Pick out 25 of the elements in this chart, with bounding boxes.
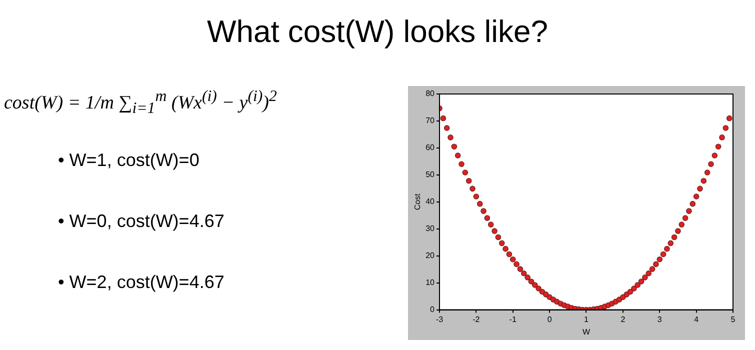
x-tick-label: -2 — [472, 314, 480, 324]
y-tick-label: 0 — [430, 305, 436, 314]
y-tick-label: 10 — [426, 278, 436, 288]
y-tick-label: 80 — [426, 89, 436, 98]
chart-title: What cost(W) looks like? — [206, 14, 550, 50]
y-tick-label: 60 — [426, 143, 436, 152]
y-tick-label: 50 — [426, 170, 436, 180]
y-tick-label: 20 — [426, 251, 436, 260]
x-tick-label: 0 — [547, 314, 552, 324]
text: • W=1, cost(W)=0 — [58, 150, 200, 171]
x-tick-label: 4 — [694, 314, 700, 324]
y-tick-label: 40 — [426, 197, 436, 206]
y-axis-title: Cost — [413, 192, 422, 210]
y-tick-label: 30 — [426, 224, 436, 234]
y-tick-label: 70 — [426, 116, 436, 126]
x-tick-label: -1 — [509, 314, 517, 324]
text: cost(W) = 1/m ∑$_{i=1}$$^{m}$ (Wx$^{(i)}$ − y$^{(i)}$)$^{2}$ — [4, 88, 277, 118]
x-tick-label: 2 — [620, 314, 626, 324]
x-axis-title: W — [582, 327, 590, 336]
x-tick-label: 3 — [657, 314, 662, 324]
x-tick-label: -3 — [436, 314, 444, 324]
x-tick-label: 1 — [584, 314, 590, 324]
text: • W=0, cost(W)=4.67 — [58, 211, 224, 232]
x-tick-label: 5 — [730, 314, 736, 324]
text: • W=2, cost(W)=4.67 — [58, 272, 224, 293]
